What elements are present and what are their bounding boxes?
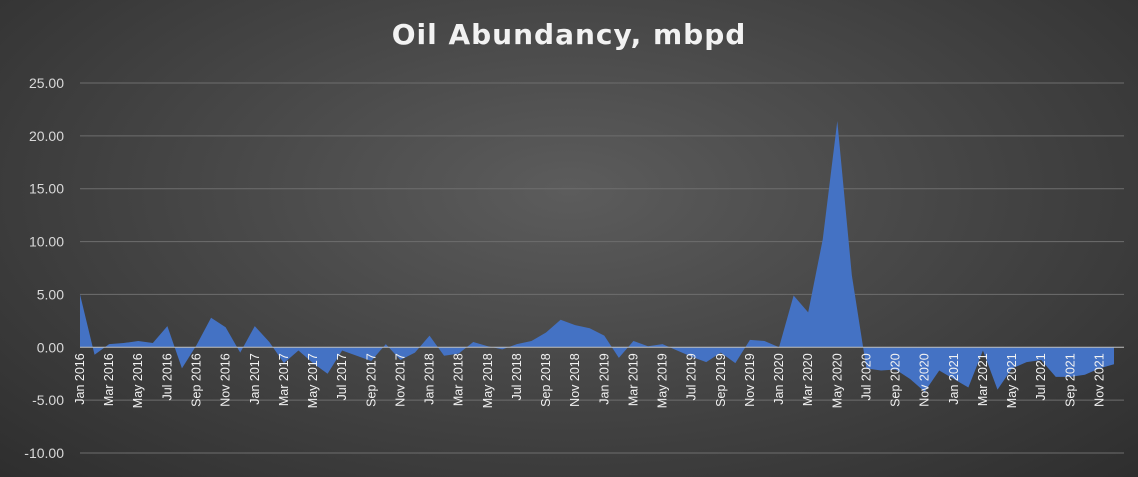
x-tick-label: Nov 2016 — [219, 353, 233, 407]
x-tick-label: Sep 2020 — [889, 353, 903, 407]
x-tick-label: May 2019 — [656, 353, 670, 408]
x-tick-label: Nov 2020 — [918, 353, 932, 407]
x-tick-label: Jul 2021 — [1034, 353, 1048, 400]
y-gridlines — [80, 82, 1124, 454]
x-tick-label: Mar 2018 — [452, 353, 466, 406]
x-tick-label: Jul 2017 — [335, 353, 349, 400]
x-tick-label: Sep 2016 — [190, 353, 204, 407]
y-tick-label: -5.00 — [32, 392, 64, 408]
y-tick-label: 15.00 — [29, 181, 64, 197]
x-tick-label: Jul 2018 — [510, 353, 524, 400]
x-tick-label: Jul 2020 — [859, 353, 873, 400]
x-tick-label: Sep 2021 — [1063, 353, 1077, 407]
x-tick-label: May 2018 — [481, 353, 495, 408]
x-tick-label: Mar 2021 — [976, 353, 990, 406]
x-tick-label: Mar 2019 — [626, 353, 640, 406]
y-tick-label: 10.00 — [29, 234, 64, 250]
y-tick-label: 5.00 — [37, 286, 64, 302]
x-tick-label: Jul 2019 — [685, 353, 699, 400]
x-tick-label: Mar 2017 — [277, 353, 291, 406]
x-tick-label: Nov 2018 — [568, 353, 582, 407]
x-tick-label: May 2016 — [131, 353, 145, 408]
series-area — [80, 121, 1114, 392]
x-tick-label: Jan 2018 — [423, 353, 437, 404]
x-tick-label: Nov 2021 — [1092, 353, 1106, 407]
y-tick-label: 20.00 — [29, 128, 64, 144]
x-tick-label: May 2017 — [306, 353, 320, 408]
x-tick-label: Jan 2020 — [772, 353, 786, 404]
x-tick-label: Jan 2019 — [597, 353, 611, 404]
x-tick-label: May 2020 — [830, 353, 844, 408]
y-tick-label: -10.00 — [24, 445, 64, 461]
x-tick-labels: Jan 2016 Mar 2016 May 2016 Jul 2016 Sep 2016… — [73, 353, 1106, 408]
x-tick-label: Jan 2021 — [947, 353, 961, 404]
x-tick-label: Mar 2020 — [801, 353, 815, 406]
x-tick-label: Jul 2016 — [160, 353, 174, 400]
x-tick-label: Jan 2016 — [73, 353, 87, 404]
x-tick-label: Mar 2016 — [102, 353, 116, 406]
chart-title: Oil Abundancy, mbpd — [391, 18, 747, 51]
x-tick-label: Sep 2019 — [714, 353, 728, 407]
x-tick-label: Nov 2017 — [393, 353, 407, 407]
x-tick-label: Nov 2019 — [743, 353, 757, 407]
x-tick-label: Sep 2018 — [539, 353, 553, 407]
x-tick-label: May 2021 — [1005, 353, 1019, 408]
y-tick-label: 25.00 — [29, 75, 64, 91]
x-tick-label: Sep 2017 — [364, 353, 378, 407]
x-tick-label: Jan 2017 — [248, 353, 262, 404]
y-tick-label: 0.00 — [37, 339, 64, 355]
